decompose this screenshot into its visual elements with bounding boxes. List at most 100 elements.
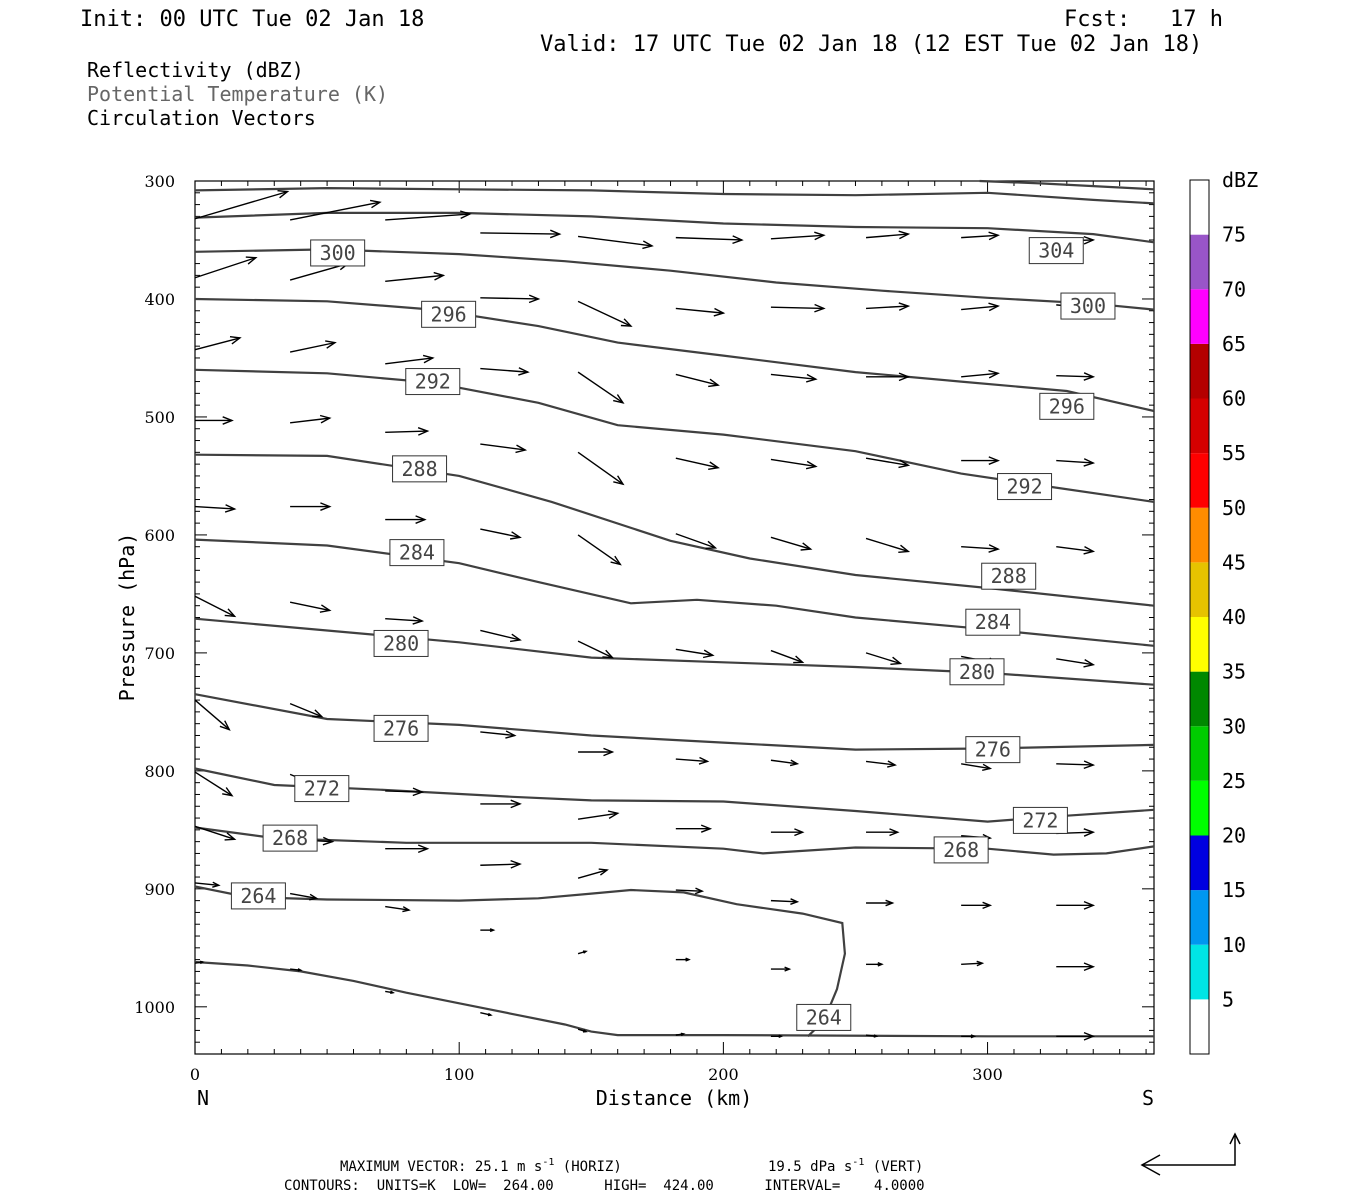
colorbar-level: 5 <box>1222 987 1234 1011</box>
vector-arrow <box>577 868 609 879</box>
colorbar-level: 20 <box>1222 824 1246 848</box>
colorbar-segment <box>1190 343 1209 399</box>
theta-label-box <box>373 629 429 657</box>
vector-arrow <box>577 1028 588 1033</box>
colorbar-segment <box>1190 671 1209 727</box>
vector-arrow <box>194 771 234 797</box>
theta-label-box <box>1028 237 1084 265</box>
vector-arrow <box>385 844 430 854</box>
vector-arrow <box>865 1034 879 1038</box>
theta-label-box <box>796 1003 852 1031</box>
forecast-hour: Fcst: 17 h <box>1064 7 1223 32</box>
vector-arrow <box>194 336 242 351</box>
vector-arrow <box>290 414 332 424</box>
vector-arrow <box>675 373 720 388</box>
vector-arrow <box>1056 458 1096 467</box>
theta-contour-300 <box>194 248 1155 311</box>
vector-arrow <box>194 504 237 513</box>
vector-arrow <box>866 372 911 382</box>
colorbar-level: 50 <box>1222 496 1246 520</box>
vector-arrow <box>577 534 622 566</box>
vector-arrow <box>578 747 615 757</box>
vector-arrow <box>289 601 332 613</box>
vector-arrow <box>675 457 720 470</box>
theta-label-box <box>392 455 448 483</box>
vector-arrow <box>385 427 430 436</box>
vector-arrow <box>865 652 903 665</box>
colorbar-frame <box>1189 179 1210 1055</box>
vector-arrow <box>865 230 911 240</box>
x-end-right: S <box>1142 1086 1154 1110</box>
vector-arrow <box>385 787 425 797</box>
vector-arrow <box>480 443 528 454</box>
vector-arrow <box>577 371 625 404</box>
colorbar-segment <box>1190 562 1209 617</box>
theta-label-box <box>949 658 1005 686</box>
theta-contour-312 <box>979 179 1155 191</box>
vector-arrow <box>865 760 897 768</box>
vector-arrow <box>675 957 691 962</box>
theta-label-296: 296 <box>1049 394 1085 418</box>
vector-arrow <box>385 616 425 625</box>
theta-label-box <box>965 608 1021 636</box>
theta-label-box <box>997 473 1053 501</box>
vector-arrow <box>290 502 332 511</box>
vector-arrow <box>866 962 884 967</box>
y-tick-label: 500 <box>144 408 175 427</box>
vector-arrow <box>385 354 435 365</box>
colorbar-level: 60 <box>1222 387 1246 411</box>
vector-arrow <box>675 235 744 245</box>
vector-arrow <box>961 369 1000 379</box>
field-vectors: Circulation Vectors <box>87 106 316 130</box>
x-axis-title: Distance (km) <box>596 1086 753 1110</box>
vector-arrow <box>675 887 705 895</box>
vector-arrow <box>770 231 826 241</box>
vector-arrow <box>480 294 541 304</box>
colorbar-segment <box>1190 835 1209 891</box>
vector-arrow <box>480 799 522 809</box>
vector-arrow <box>961 544 1000 553</box>
y-tick-label: 600 <box>144 526 175 545</box>
theta-label-box <box>981 562 1037 590</box>
vector-arrow <box>289 340 337 353</box>
colorbar-level: 55 <box>1222 441 1246 465</box>
vector-arrow <box>675 756 710 765</box>
vector-arrow <box>577 235 654 250</box>
colorbar-segment <box>1190 289 1209 344</box>
vector-arrow <box>385 905 411 913</box>
vector-arrow <box>194 256 258 279</box>
vector-arrow <box>675 1032 686 1037</box>
vector-arrow <box>480 1012 493 1017</box>
valid-time: Valid: 17 UTC Tue 02 Jan 18 (12 EST Tue … <box>540 32 1202 57</box>
theta-contour-296 <box>194 297 1155 413</box>
vector-arrow <box>961 960 985 967</box>
horiz-suffix: (HORIZ) <box>554 1159 621 1175</box>
vector-arrow <box>770 458 818 470</box>
y-tick-label: 300 <box>144 172 175 191</box>
theta-label-300: 300 <box>1070 294 1106 318</box>
axis-ticks: 0 100 200 300 300 400 500 600 700 800 900 1000 <box>134 172 1154 1084</box>
theta-contour-264 <box>194 960 1154 1038</box>
colorbar-segment <box>1190 617 1209 672</box>
vector-arrow <box>385 210 472 221</box>
vector-arrow <box>770 1034 784 1039</box>
x-tick-label: 0 <box>190 1065 200 1084</box>
theta-label-box <box>373 714 429 742</box>
colorbar-segment <box>1190 890 1209 945</box>
vector-arrow <box>1056 1031 1096 1041</box>
theta-label-box <box>1039 392 1095 420</box>
theta-label-304: 304 <box>1038 239 1074 263</box>
vector-arrow <box>577 451 625 486</box>
colorbar-segment <box>1190 780 1209 836</box>
vector-arrow <box>290 968 303 972</box>
horiz-exponent: -1 <box>542 1157 554 1168</box>
theta-contour-labels: 264 264 268 268 272 272 276 276 280 280 284 284 288 2… <box>230 237 1116 1031</box>
theta-label-284: 284 <box>975 610 1011 634</box>
vector-arrow <box>1056 900 1096 910</box>
theta-contour-304 <box>194 211 1155 244</box>
y-tick-label: 900 <box>144 880 175 899</box>
vector-arrow <box>675 307 726 317</box>
y-axis-title: Pressure (hPa) <box>115 533 139 702</box>
theta-contour-264 <box>194 885 847 1038</box>
theta-label-276: 276 <box>975 738 1011 762</box>
